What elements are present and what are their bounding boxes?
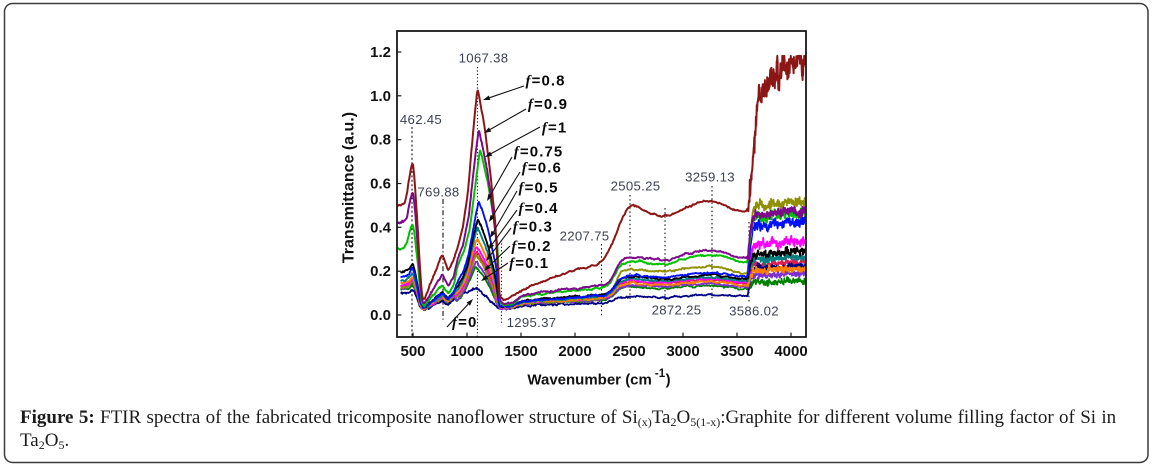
svg-text:Wavenumber (cm-1): Wavenumber (cm -1) [527, 368, 670, 389]
svg-text:769.88: 769.88 [417, 185, 459, 200]
svg-text:1000: 1000 [450, 343, 483, 360]
svg-text:3000: 3000 [666, 343, 699, 360]
svg-text:f=0.3: f=0.3 [513, 219, 553, 236]
svg-text:f=0.1: f=0.1 [509, 255, 549, 272]
svg-text:0.8: 0.8 [370, 132, 391, 149]
svg-text:0.2: 0.2 [370, 263, 391, 280]
svg-text:f=0.5: f=0.5 [519, 180, 559, 197]
svg-text:f=0.8: f=0.8 [526, 73, 566, 90]
svg-text:f=0.9: f=0.9 [528, 96, 568, 113]
svg-text:0.6: 0.6 [370, 176, 391, 193]
svg-text:2500: 2500 [612, 343, 645, 360]
svg-text:500: 500 [400, 343, 425, 360]
svg-text:2000: 2000 [558, 343, 591, 360]
svg-text:f=0: f=0 [452, 314, 477, 331]
svg-text:1.2: 1.2 [370, 44, 391, 61]
svg-text:f=0.75: f=0.75 [514, 144, 564, 161]
svg-text:2872.25: 2872.25 [652, 303, 702, 318]
svg-text:1500: 1500 [504, 343, 537, 360]
svg-text:Transmittance (a.u.): Transmittance (a.u.) [341, 112, 358, 263]
svg-text:1.0: 1.0 [370, 88, 391, 105]
svg-text:2505.25: 2505.25 [611, 179, 661, 194]
svg-text:4000: 4000 [774, 343, 807, 360]
svg-text:f=0.4: f=0.4 [519, 200, 559, 217]
svg-text:3586.02: 3586.02 [729, 304, 779, 319]
svg-text:1067.38: 1067.38 [459, 51, 509, 66]
svg-text:f=0.6: f=0.6 [522, 160, 562, 177]
svg-text:f=0.2: f=0.2 [511, 238, 551, 255]
svg-text:f=1: f=1 [542, 120, 567, 137]
svg-text:3259.13: 3259.13 [685, 170, 735, 185]
svg-text:0.0: 0.0 [370, 307, 391, 324]
svg-text:0.4: 0.4 [370, 219, 392, 236]
svg-text:1295.37: 1295.37 [507, 315, 557, 330]
svg-text:3500: 3500 [720, 343, 753, 360]
svg-text:462.45: 462.45 [400, 112, 442, 127]
svg-text:2207.75: 2207.75 [560, 229, 610, 244]
